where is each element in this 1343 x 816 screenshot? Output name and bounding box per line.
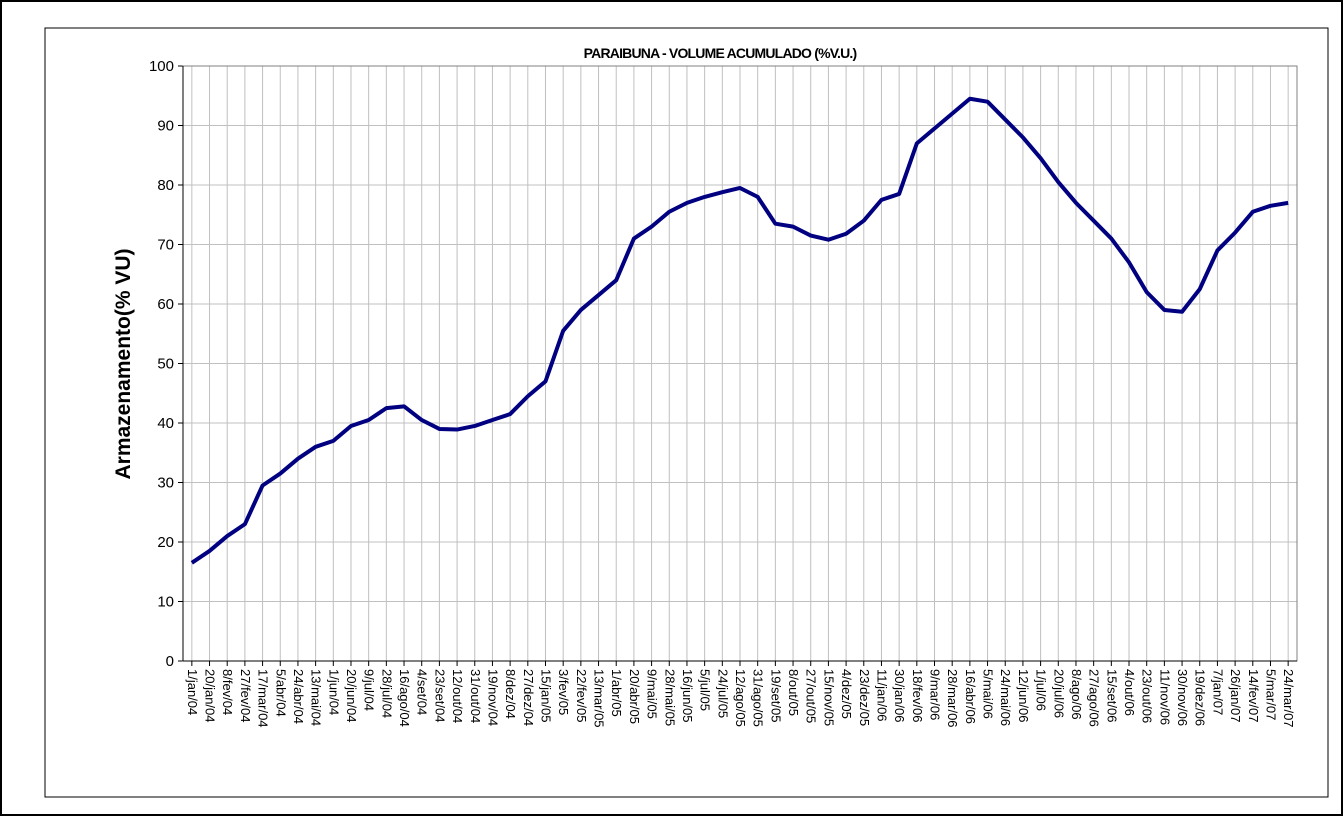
x-tick-label: 11/nov/06 xyxy=(1157,669,1172,725)
x-tick-label: 19/set/05 xyxy=(768,669,783,723)
x-tick-label: 20/abr/05 xyxy=(627,669,642,724)
x-tick-label: 28/mai/05 xyxy=(662,669,677,726)
x-tick-label: 24/mar/07 xyxy=(1281,669,1296,728)
x-tick-label: 27/out/05 xyxy=(804,669,819,723)
x-tick-label: 24/jul/05 xyxy=(715,669,730,718)
y-tick-label: 70 xyxy=(157,237,174,254)
x-tick-label: 1/jun/04 xyxy=(326,669,341,715)
x-tick-label: 23/set/04 xyxy=(432,669,447,723)
x-tick-label: 15/set/06 xyxy=(1104,669,1119,723)
x-tick-label: 19/nov/04 xyxy=(485,669,500,726)
x-tick-label: 4/dez/05 xyxy=(839,669,854,719)
x-tick-label: 20/jan/04 xyxy=(203,669,218,723)
y-tick-label: 80 xyxy=(157,177,174,194)
x-tick-label: 13/mai/04 xyxy=(309,669,324,726)
x-tick-label: 27/fev/04 xyxy=(238,669,253,723)
x-tick-label: 27/ago/06 xyxy=(1087,669,1102,727)
y-tick-label: 10 xyxy=(157,594,174,611)
x-tick-label: 1/abr/05 xyxy=(609,669,624,717)
x-tick-label: 5/mai/06 xyxy=(981,669,996,719)
x-tick-label: 22/fev/05 xyxy=(574,669,589,723)
x-tick-label: 20/jun/04 xyxy=(344,669,359,723)
x-tick-label: 9/mar/06 xyxy=(928,669,943,720)
x-tick-label: 16/abr/06 xyxy=(963,669,978,724)
y-tick-label: 90 xyxy=(157,118,174,135)
y-axis-label: Armazenamento(% VU) xyxy=(112,248,135,479)
y-tick-label: 40 xyxy=(157,415,174,432)
x-tick-label: 23/out/06 xyxy=(1140,669,1155,723)
x-tick-label: 8/dez/04 xyxy=(503,669,518,719)
x-tick-label: 9/mai/05 xyxy=(645,669,660,719)
x-tick-label: 30/jan/06 xyxy=(892,669,907,723)
x-tick-label: 5/abr/04 xyxy=(273,669,288,717)
data-line xyxy=(190,96,1289,565)
y-tick-label: 20 xyxy=(157,534,174,551)
x-tick-label: 19/dez/06 xyxy=(1193,669,1208,726)
x-tick-label: 8/ago/06 xyxy=(1069,669,1084,720)
x-tick-label: 15/nov/05 xyxy=(821,669,836,726)
x-tick-label: 28/mar/06 xyxy=(945,669,960,728)
x-tick-label: 16/jun/05 xyxy=(680,669,695,723)
x-tick-label: 11/jan/06 xyxy=(874,669,889,722)
x-tick-label: 24/abr/04 xyxy=(291,669,306,724)
x-tick-label: 14/fev/07 xyxy=(1246,669,1261,723)
x-tick-label: 5/mar/07 xyxy=(1263,669,1278,720)
x-tick-label: 12/ago/05 xyxy=(733,669,748,727)
x-tick-label: 1/jan/04 xyxy=(185,669,200,715)
x-tick-label: 7/jan/07 xyxy=(1210,669,1225,715)
x-tick-label: 16/ago/04 xyxy=(397,669,412,727)
x-tick-label: 18/fev/06 xyxy=(910,669,925,723)
x-tick-label: 5/jul/05 xyxy=(698,669,713,711)
x-tick-label: 27/dez/04 xyxy=(521,669,536,726)
x-tick-label: 9/jul/04 xyxy=(362,669,377,711)
x-tick-label: 8/fev/04 xyxy=(220,669,235,715)
y-tick-label: 100 xyxy=(149,58,174,75)
x-tick-label: 28/jul/04 xyxy=(379,669,394,718)
x-tick-label: 4/set/04 xyxy=(415,669,430,715)
x-tick-label: 3/fev/05 xyxy=(556,669,571,715)
x-tick-label: 31/ago/05 xyxy=(751,669,766,727)
x-tick-label: 17/mar/04 xyxy=(256,669,271,728)
x-tick-label: 8/out/05 xyxy=(786,669,801,716)
x-tick-label: 4/out/06 xyxy=(1122,669,1137,716)
x-tick-label: 12/out/04 xyxy=(450,669,465,723)
x-tick-label: 20/jul/06 xyxy=(1051,669,1066,718)
x-tick-label: 24/mai/06 xyxy=(998,669,1013,726)
x-tick-label: 1/jul/06 xyxy=(1034,669,1049,711)
y-tick-label: 50 xyxy=(157,356,174,373)
chart-title: PARAIBUNA - VOLUME ACUMULADO (%V.U.) xyxy=(584,45,857,61)
x-tick-label: 13/mar/05 xyxy=(592,669,607,728)
x-tick-label: 31/out/04 xyxy=(468,669,483,723)
x-tick-label: 15/jan/05 xyxy=(538,669,553,723)
y-tick-label: 60 xyxy=(157,296,174,313)
x-tick-label: 26/jan/07 xyxy=(1228,669,1243,723)
x-tick-label: 30/nov/06 xyxy=(1175,669,1190,726)
x-tick-label: 12/jun/06 xyxy=(1016,669,1031,723)
y-tick-label: 30 xyxy=(157,475,174,492)
y-tick-label: 0 xyxy=(166,653,174,670)
x-tick-label: 23/dez/05 xyxy=(857,669,872,726)
